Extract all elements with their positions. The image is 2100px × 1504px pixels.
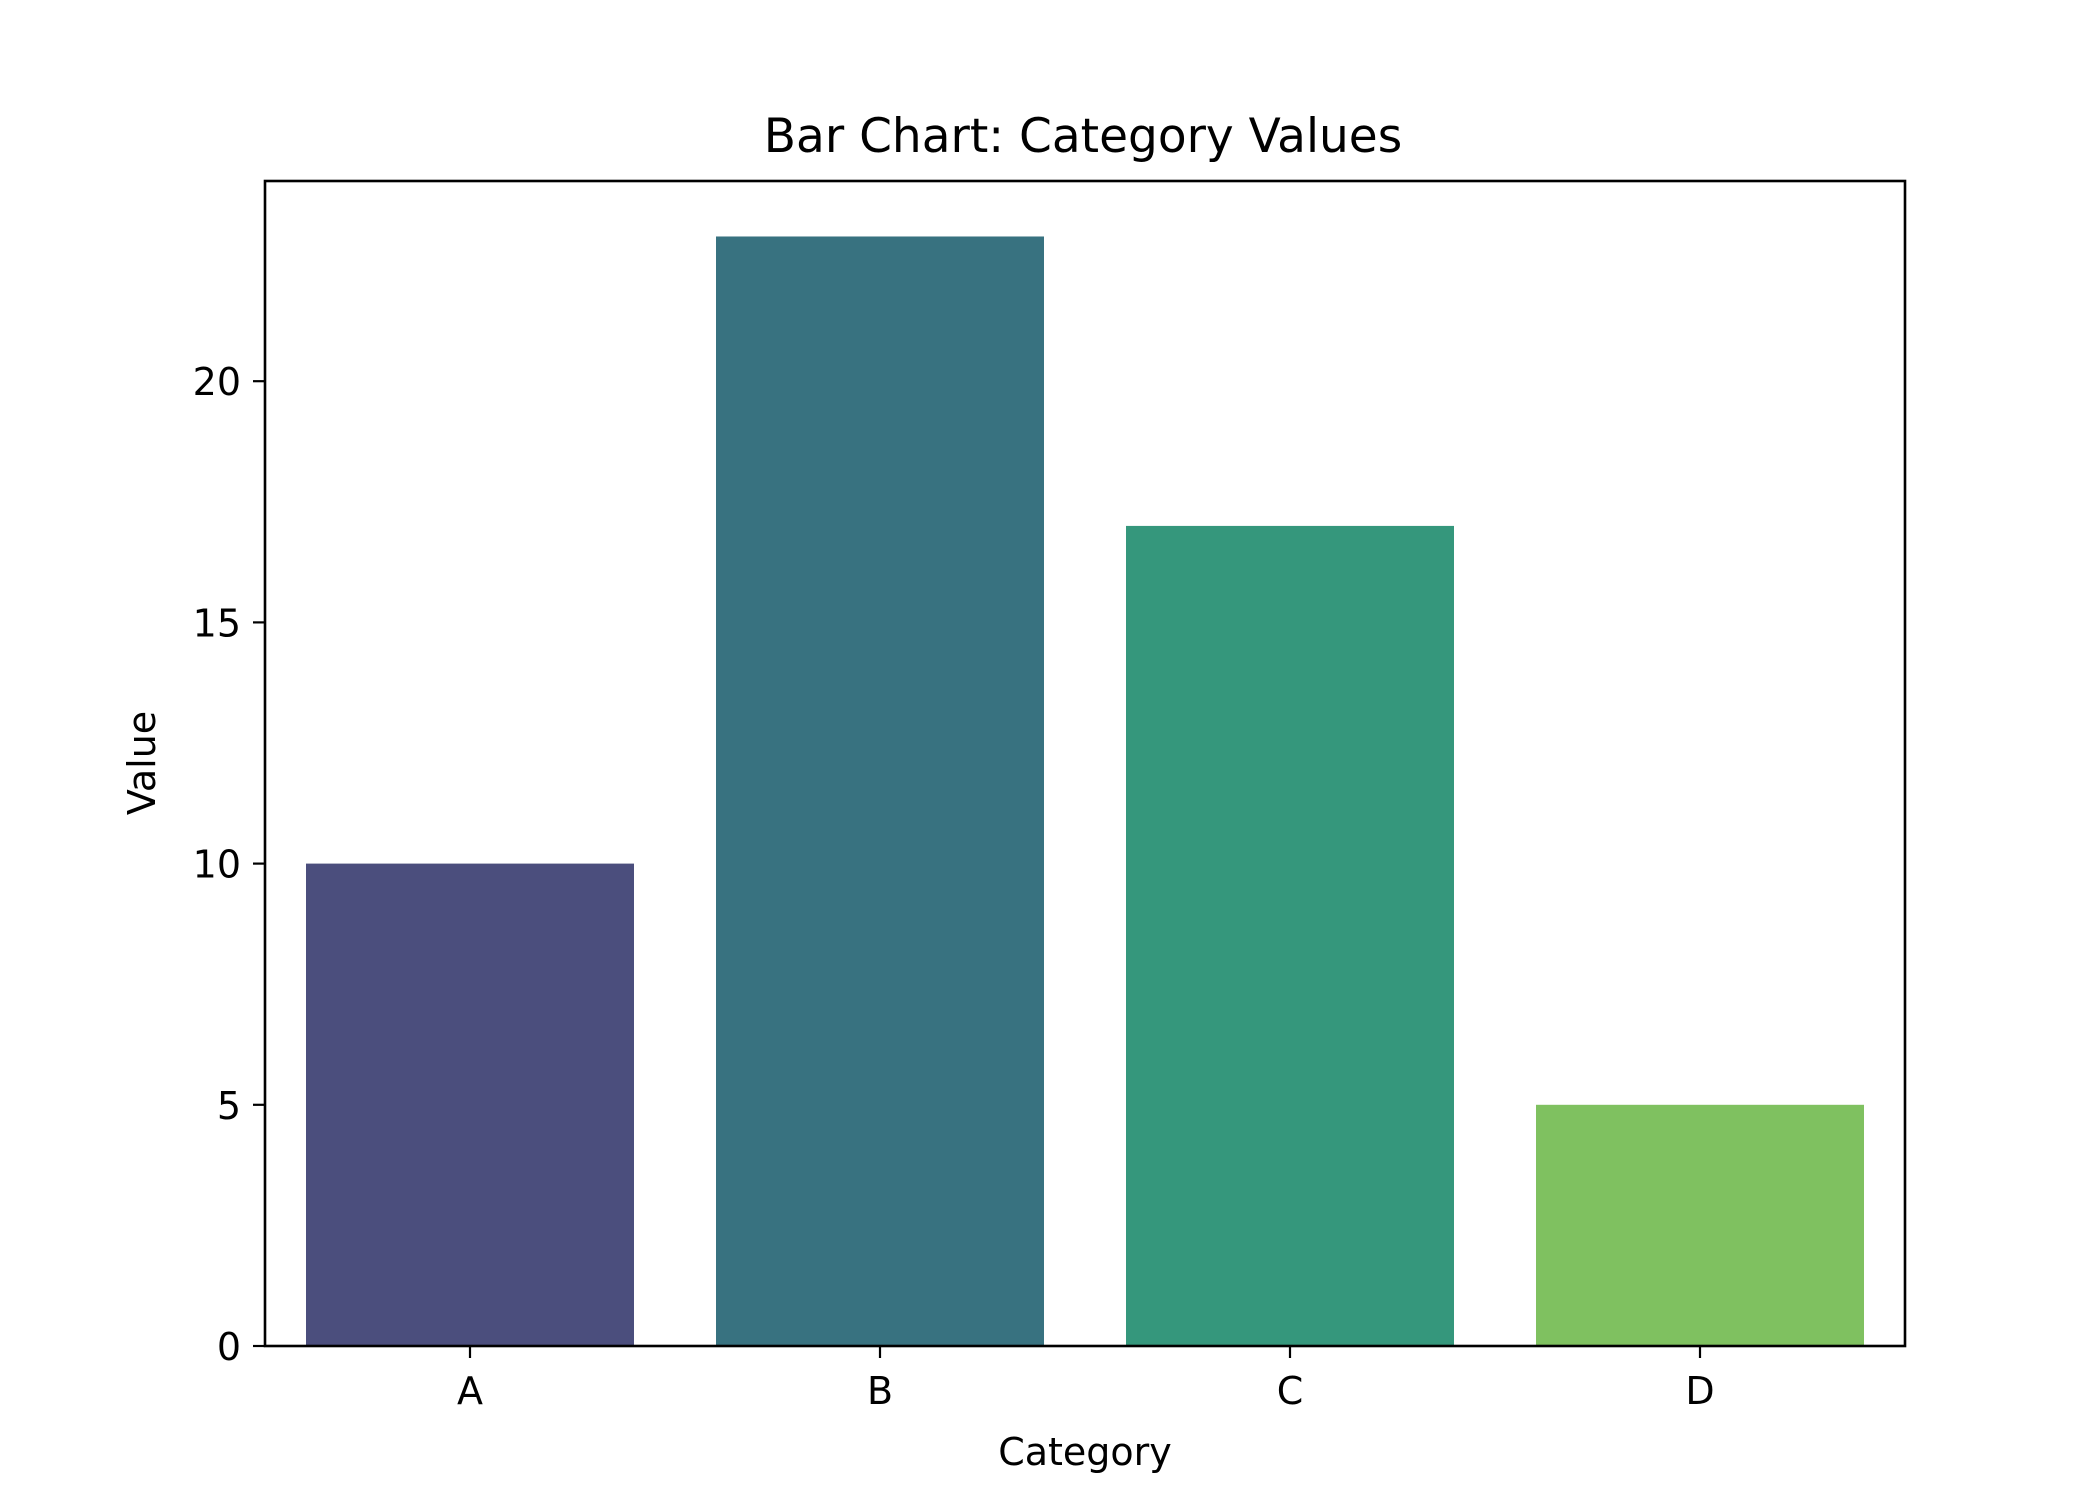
x-tick-label: C <box>1277 1369 1304 1413</box>
y-tick-label: 20 <box>193 360 241 404</box>
chart-title: Bar Chart: Category Values <box>764 109 1402 164</box>
y-axis-ticks: 0 5 10 15 20 <box>193 360 265 1369</box>
x-tick-label: A <box>457 1369 483 1413</box>
y-tick-label: 10 <box>193 843 241 887</box>
x-axis-label: Category <box>998 1430 1172 1474</box>
x-tick-label: B <box>867 1369 893 1413</box>
bar-A <box>306 863 634 1346</box>
bar-group <box>306 236 1864 1347</box>
y-tick-label: 5 <box>217 1084 241 1128</box>
bar-C <box>1126 525 1454 1346</box>
plot-frame <box>263 179 1907 1348</box>
x-tick-label: D <box>1685 1369 1714 1413</box>
y-tick-label: 0 <box>217 1325 241 1369</box>
x-axis-ticks: A B C D <box>457 1346 1715 1413</box>
bar-B <box>716 236 1044 1347</box>
bar-D <box>1536 1104 1864 1346</box>
y-axis-label: Value <box>120 711 164 815</box>
y-tick-label: 15 <box>193 601 241 645</box>
